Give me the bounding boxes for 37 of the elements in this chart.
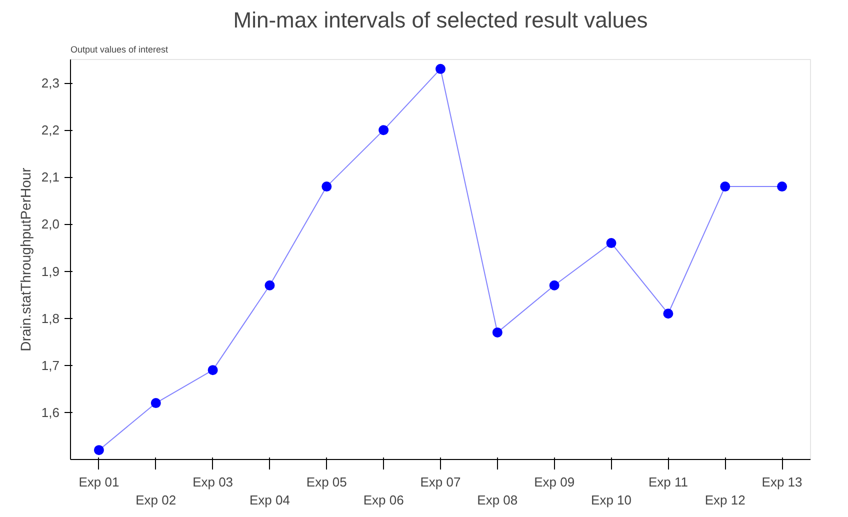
x-tick-label: Exp 07 — [420, 474, 461, 490]
x-tick-label: Exp 04 — [249, 492, 290, 508]
y-tick-label: 2,1 — [41, 170, 60, 185]
point — [492, 327, 502, 338]
x-tick-label: Exp 02 — [136, 492, 176, 508]
point — [720, 182, 730, 192]
y-tick-label: 1,9 — [41, 264, 60, 279]
x-tick-label: Exp 11 — [648, 474, 688, 490]
x-tick-label: Exp 06 — [363, 492, 404, 508]
point — [264, 280, 275, 290]
y-tick-label: 1,7 — [41, 358, 60, 373]
point — [378, 125, 389, 136]
x-tick-label: Exp 12 — [704, 492, 746, 508]
point — [606, 238, 616, 248]
point — [322, 182, 332, 192]
chart-title: Min-max intervals of selected result values — [233, 8, 648, 32]
y-axis-title: Drain.statThroughputPerHour — [17, 167, 34, 352]
y-tick-label: 2,3 — [41, 76, 60, 91]
x-tick-label: Exp 05 — [306, 474, 347, 490]
y-tick-label: 1,6 — [41, 404, 60, 420]
x-tick-label: Exp 09 — [534, 474, 575, 490]
x-tick-label: Exp 03 — [192, 474, 234, 490]
point — [777, 182, 788, 192]
point — [94, 445, 104, 456]
point — [208, 365, 218, 376]
point — [436, 64, 446, 74]
point — [663, 308, 674, 319]
x-tick-label: Exp 08 — [477, 492, 518, 508]
y-tick-label: 2,0 — [41, 216, 60, 232]
text: Output values of interest — [70, 44, 169, 54]
x-tick-label: Exp 01 — [78, 474, 120, 490]
point — [150, 398, 161, 408]
y-tick-label: 1,8 — [41, 310, 60, 326]
y-tick-label: 2,2 — [41, 122, 60, 138]
x-tick-label: Exp 10 — [591, 492, 632, 508]
point — [549, 280, 560, 290]
x-tick-label: Exp 13 — [762, 474, 802, 490]
